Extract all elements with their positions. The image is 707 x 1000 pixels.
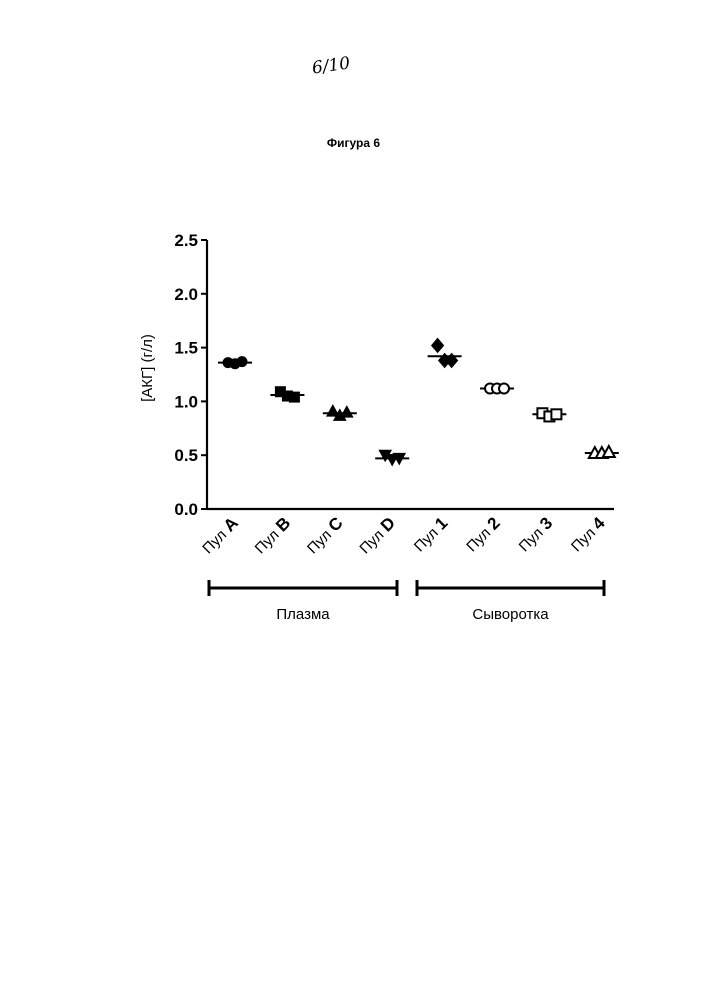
data-point: [601, 443, 617, 458]
data-point: [444, 352, 459, 369]
data-point: [325, 404, 340, 417]
data-point: [339, 405, 354, 418]
axes: 0.0 0.5 1.0 1.5 2.0 2.5: [174, 231, 614, 519]
data-point: [550, 408, 563, 421]
x-tick-label: Пул 4: [567, 513, 609, 555]
data-point: [498, 382, 510, 395]
x-tick-label: Пул D: [355, 513, 399, 557]
data-marks: [218, 337, 619, 467]
y-tick-label: 1.0: [174, 392, 198, 411]
x-tick-label: Пул C: [303, 513, 347, 557]
group-brackets: Плазма Сыворотка: [207, 580, 606, 623]
x-tick-label: Пул 2: [462, 513, 504, 555]
y-tick-label: 0.0: [174, 500, 198, 519]
data-point: [392, 452, 407, 466]
x-tick-label: Пул B: [250, 513, 294, 557]
group-label: Плазма: [276, 606, 330, 623]
y-tick-label: 1.5: [174, 339, 198, 358]
figure-title: Фигура 6: [326, 136, 381, 150]
y-axis-label: [АКГ] (г/л): [139, 334, 156, 402]
x-tick-label: Пул A: [198, 513, 242, 557]
x-tick-label: Пул 3: [514, 513, 556, 555]
y-tick-label: 0.5: [174, 446, 198, 465]
x-tick-label: Пул 1: [409, 513, 451, 555]
group-label: Сыворотка: [472, 606, 549, 623]
y-tick-label: 2.0: [174, 285, 198, 304]
data-point: [430, 337, 445, 354]
data-point: [288, 391, 300, 403]
x-tick-labels: Пул A Пул B Пул C Пул D Пул 1 Пул 2 Пул 3 Пул 4: [198, 513, 609, 557]
data-point: [236, 356, 248, 368]
y-tick-label: 2.5: [174, 231, 198, 250]
